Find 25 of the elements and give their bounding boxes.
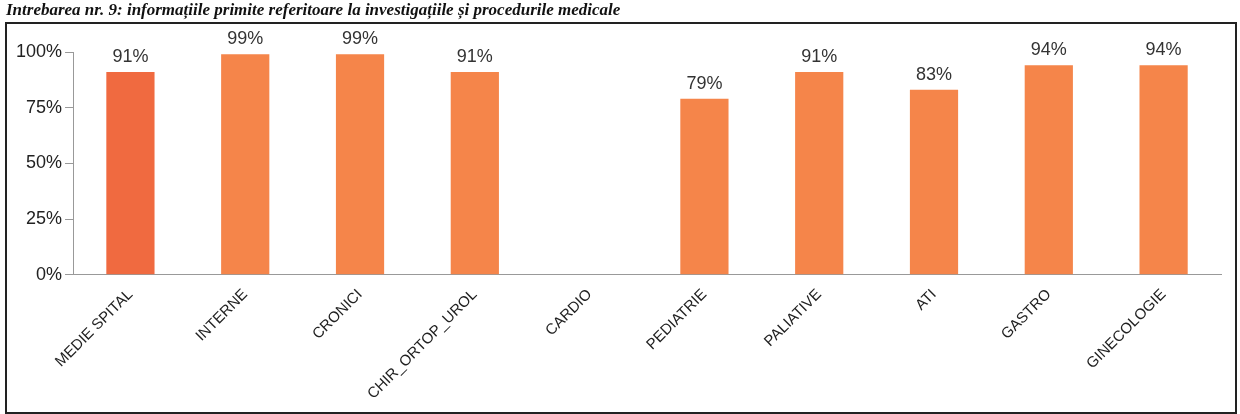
data-label: 99% <box>342 28 379 49</box>
bar <box>795 72 844 275</box>
bar <box>1139 65 1188 275</box>
bar <box>221 54 270 275</box>
data-label: 79% <box>686 72 723 93</box>
data-label: 91% <box>456 46 493 67</box>
bar <box>909 89 959 275</box>
y-tick-label: 25% <box>26 208 63 229</box>
bar <box>450 72 499 275</box>
y-tick-label: 75% <box>26 96 63 117</box>
bar <box>335 54 385 275</box>
data-label: 91% <box>801 46 838 67</box>
x-tick-label: ATI <box>911 285 940 313</box>
y-tick-label: 50% <box>26 152 63 173</box>
y-tick-label: 100% <box>15 40 63 61</box>
data-label: 94% <box>1030 39 1067 60</box>
data-label: 91% <box>112 46 149 67</box>
data-label: 83% <box>915 63 953 84</box>
data-label: 94% <box>1145 39 1182 60</box>
y-tick-label: 0% <box>36 263 63 284</box>
data-label: 99% <box>227 28 264 49</box>
bar <box>1024 65 1073 275</box>
bar <box>106 72 155 275</box>
chart-title: Intrebarea nr. 9: informațiile primite referitoare la investigațiile și procedurile medicale <box>6 0 621 20</box>
bar <box>680 98 729 275</box>
